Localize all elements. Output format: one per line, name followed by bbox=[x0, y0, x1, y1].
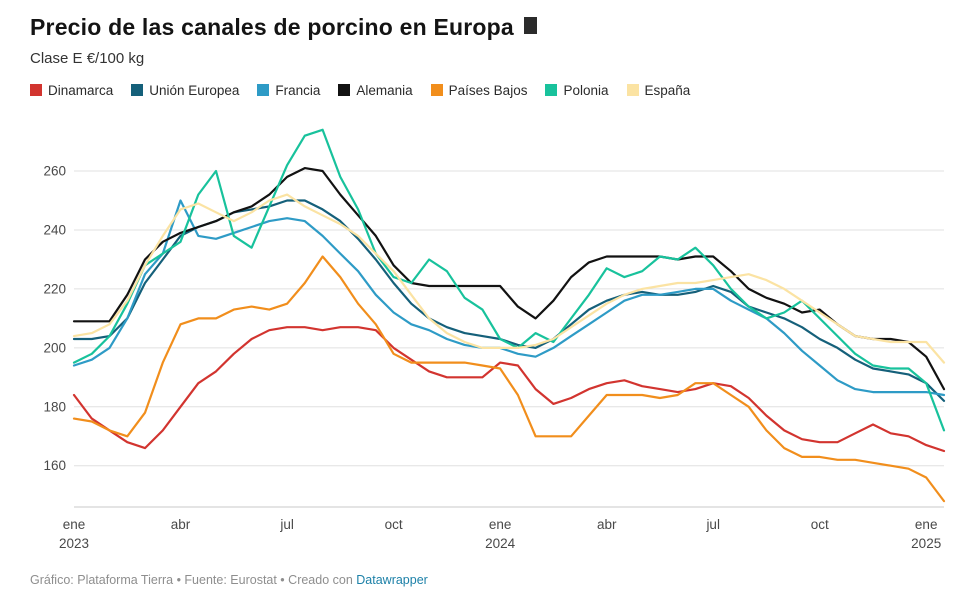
series-line-unión-europea bbox=[72, 198, 946, 402]
legend-swatch-polonia bbox=[545, 84, 558, 97]
footer-text: Gráfico: Plataforma Tierra • Fuente: Eur… bbox=[30, 572, 357, 587]
legend-item-polonia: Polonia bbox=[545, 82, 609, 98]
y-tick-label: 240 bbox=[43, 222, 66, 237]
legend-label-países-bajos: Países Bajos bbox=[448, 82, 528, 98]
y-tick-label: 200 bbox=[43, 340, 66, 355]
legend-swatch-dinamarca bbox=[30, 84, 42, 97]
x-tick-label: jul bbox=[279, 517, 294, 532]
legend-item-unión-europea: Unión Europea bbox=[131, 83, 239, 98]
legend-label-dinamarca: Dinamarca bbox=[48, 82, 114, 98]
x-tick-label: oct bbox=[385, 517, 403, 532]
x-tick-label: oct bbox=[811, 517, 829, 532]
y-tick-label: 180 bbox=[43, 399, 66, 414]
series-line-polonia bbox=[72, 128, 946, 432]
x-tick-label: ene bbox=[63, 517, 86, 532]
legend-label-polonia: Polonia bbox=[563, 82, 609, 98]
y-tick-label: 260 bbox=[43, 163, 66, 178]
x-tick-label: abr bbox=[597, 517, 617, 532]
legend-item-países-bajos: Países Bajos bbox=[430, 82, 528, 98]
datawrapper-link[interactable]: Datawrapper bbox=[356, 572, 428, 587]
page-title: Precio de las canales de porcino en Euro… bbox=[30, 14, 514, 40]
legend-item-dinamarca: Dinamarca bbox=[30, 83, 113, 98]
title-glyph-box bbox=[523, 17, 537, 34]
footer-attribution: Gráfico: Plataforma Tierra • Fuente: Eur… bbox=[30, 573, 952, 587]
x-tick-label: ene bbox=[915, 517, 938, 532]
x-tick-year: 2025 bbox=[911, 536, 941, 551]
x-tick-label: jul bbox=[705, 517, 720, 532]
legend-label-alemania: Alemania bbox=[356, 82, 413, 98]
legend-swatch-países-bajos bbox=[430, 84, 443, 97]
legend-item-españa: España bbox=[626, 82, 691, 98]
chart-subtitle: Clase E €/100 kg bbox=[30, 49, 145, 67]
series-line-alemania bbox=[72, 166, 946, 390]
series-line-dinamarca bbox=[72, 325, 946, 452]
x-tick-label: ene bbox=[489, 517, 512, 532]
legend-label-francia: Francia bbox=[275, 82, 321, 98]
legend-label-unión-europea: Unión Europea bbox=[149, 82, 240, 98]
legend-swatch-españa bbox=[626, 84, 639, 97]
legend-label-españa: España bbox=[644, 82, 691, 98]
legend-swatch-alemania bbox=[338, 84, 351, 97]
series-line-francia bbox=[72, 198, 946, 396]
legend-item-francia: Francia bbox=[257, 83, 320, 98]
chart-legend: Dinamarca Unión Europea Francia Alemania Paí… bbox=[30, 83, 952, 98]
series-line-países-bajos bbox=[72, 254, 946, 502]
x-tick-year: 2023 bbox=[59, 536, 89, 551]
legend-swatch-unión-europea bbox=[131, 84, 144, 97]
legend-swatch-francia bbox=[257, 84, 270, 97]
legend-item-alemania: Alemania bbox=[338, 82, 413, 98]
y-tick-label: 220 bbox=[43, 281, 66, 296]
title-row: Precio de las canales de porcino en Euro… bbox=[30, 14, 952, 50]
chart-area: 160 180 200 220 240 260 ene 2023 abr jul oct ene 202… bbox=[30, 108, 952, 563]
series-line-españa bbox=[72, 193, 946, 364]
line-chart: 160 180 200 220 240 260 ene 2023 abr jul oct ene 202… bbox=[43, 128, 946, 551]
x-tick-year: 2024 bbox=[485, 536, 516, 551]
x-tick-label: abr bbox=[171, 517, 191, 532]
y-tick-label: 160 bbox=[43, 458, 66, 473]
